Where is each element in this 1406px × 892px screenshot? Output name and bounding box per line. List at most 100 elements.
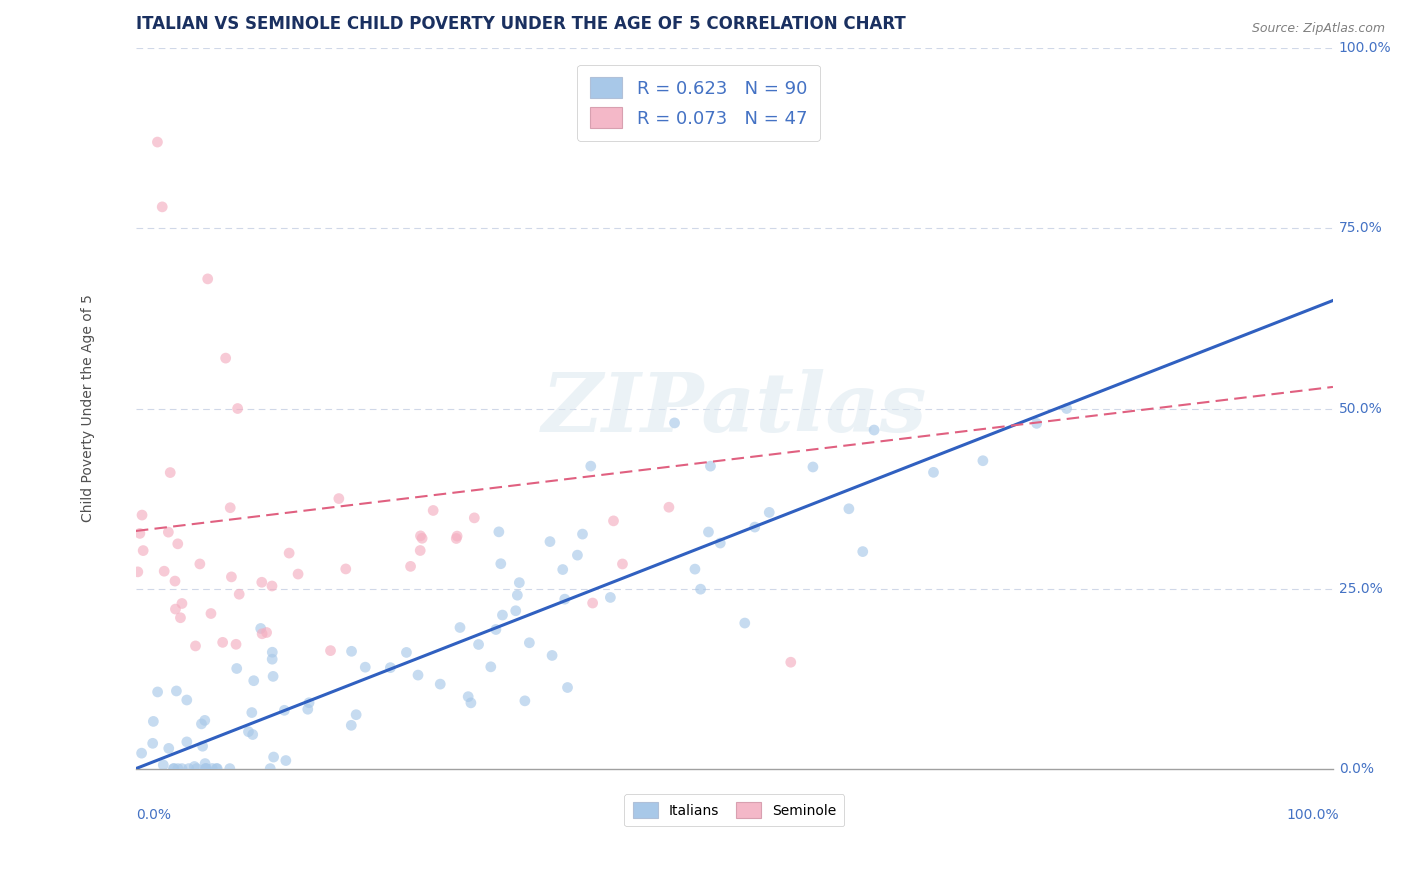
Point xyxy=(166,537,188,551)
Text: 100.0%: 100.0% xyxy=(1286,808,1339,822)
Point xyxy=(744,520,766,534)
Point xyxy=(262,645,284,659)
Point xyxy=(225,661,247,675)
Point xyxy=(599,591,621,605)
Text: Child Poverty Under the Age of 5: Child Poverty Under the Age of 5 xyxy=(82,294,96,523)
Point xyxy=(380,660,402,674)
Point xyxy=(409,529,432,543)
Point xyxy=(183,759,205,773)
Point xyxy=(153,564,176,578)
Point xyxy=(446,532,468,546)
Point xyxy=(697,524,720,539)
Point xyxy=(664,416,686,430)
Point xyxy=(508,575,530,590)
Point xyxy=(163,574,186,588)
Point xyxy=(250,626,273,640)
Text: ITALIAN VS SEMINOLE CHILD POVERTY UNDER THE AGE OF 5 CORRELATION CHART: ITALIAN VS SEMINOLE CHILD POVERTY UNDER … xyxy=(136,15,905,33)
Point xyxy=(863,423,886,437)
Point xyxy=(297,702,319,716)
Point xyxy=(250,575,273,590)
Point xyxy=(489,557,512,571)
Point xyxy=(709,536,731,550)
Point xyxy=(779,655,801,669)
Point xyxy=(513,694,536,708)
Point xyxy=(263,750,285,764)
Legend: Italians, Seminole: Italians, Seminole xyxy=(624,794,845,827)
Point xyxy=(150,200,173,214)
Point xyxy=(273,703,295,717)
Point xyxy=(194,714,217,728)
Point xyxy=(340,644,363,658)
Point xyxy=(612,557,634,571)
Point xyxy=(758,505,780,519)
Point xyxy=(278,546,301,560)
Point xyxy=(505,604,527,618)
Point xyxy=(340,718,363,732)
Point xyxy=(211,635,233,649)
Point xyxy=(142,714,165,729)
Point xyxy=(463,511,485,525)
Text: 0.0%: 0.0% xyxy=(1339,762,1374,776)
Point xyxy=(184,639,207,653)
Point xyxy=(1025,417,1047,431)
Point xyxy=(485,623,508,637)
Text: Source: ZipAtlas.com: Source: ZipAtlas.com xyxy=(1251,22,1385,36)
Text: ZIPatlas: ZIPatlas xyxy=(541,368,927,449)
Point xyxy=(159,466,181,480)
Text: 50.0%: 50.0% xyxy=(1339,401,1382,416)
Point xyxy=(411,531,433,545)
Point xyxy=(491,608,513,623)
Point xyxy=(689,582,711,597)
Point xyxy=(218,762,240,776)
Point xyxy=(176,735,198,749)
Point xyxy=(238,724,260,739)
Point xyxy=(249,622,271,636)
Point xyxy=(215,351,238,365)
Point xyxy=(541,648,564,663)
Point xyxy=(838,501,860,516)
Point xyxy=(260,579,283,593)
Point xyxy=(188,557,211,571)
Point xyxy=(972,454,994,468)
Point xyxy=(165,602,187,616)
Point xyxy=(240,706,263,720)
Point xyxy=(399,559,422,574)
Point xyxy=(132,543,155,558)
Point xyxy=(801,460,824,475)
Point xyxy=(335,562,357,576)
Point xyxy=(259,762,281,776)
Point xyxy=(852,544,875,558)
Point xyxy=(567,548,589,562)
Point xyxy=(163,762,186,776)
Point xyxy=(538,534,561,549)
Point xyxy=(242,673,264,688)
Point xyxy=(157,741,180,756)
Point xyxy=(406,668,429,682)
Point xyxy=(127,565,149,579)
Point xyxy=(579,459,602,474)
Point xyxy=(165,684,187,698)
Point xyxy=(449,620,471,634)
Point xyxy=(186,762,208,776)
Point xyxy=(194,762,217,776)
Point xyxy=(194,756,217,771)
Point xyxy=(242,727,264,741)
Point xyxy=(479,660,502,674)
Point xyxy=(506,588,529,602)
Point xyxy=(446,529,468,543)
Point xyxy=(344,707,367,722)
Point xyxy=(658,500,681,515)
Point xyxy=(287,567,309,582)
Point xyxy=(131,508,153,522)
Point xyxy=(488,524,510,539)
Point xyxy=(395,645,418,659)
Text: 100.0%: 100.0% xyxy=(1339,41,1392,55)
Point xyxy=(207,762,229,776)
Point xyxy=(467,638,489,652)
Point xyxy=(194,762,217,776)
Point xyxy=(457,690,479,704)
Point xyxy=(221,570,243,584)
Point xyxy=(157,525,180,540)
Point xyxy=(225,637,247,651)
Point xyxy=(699,459,721,474)
